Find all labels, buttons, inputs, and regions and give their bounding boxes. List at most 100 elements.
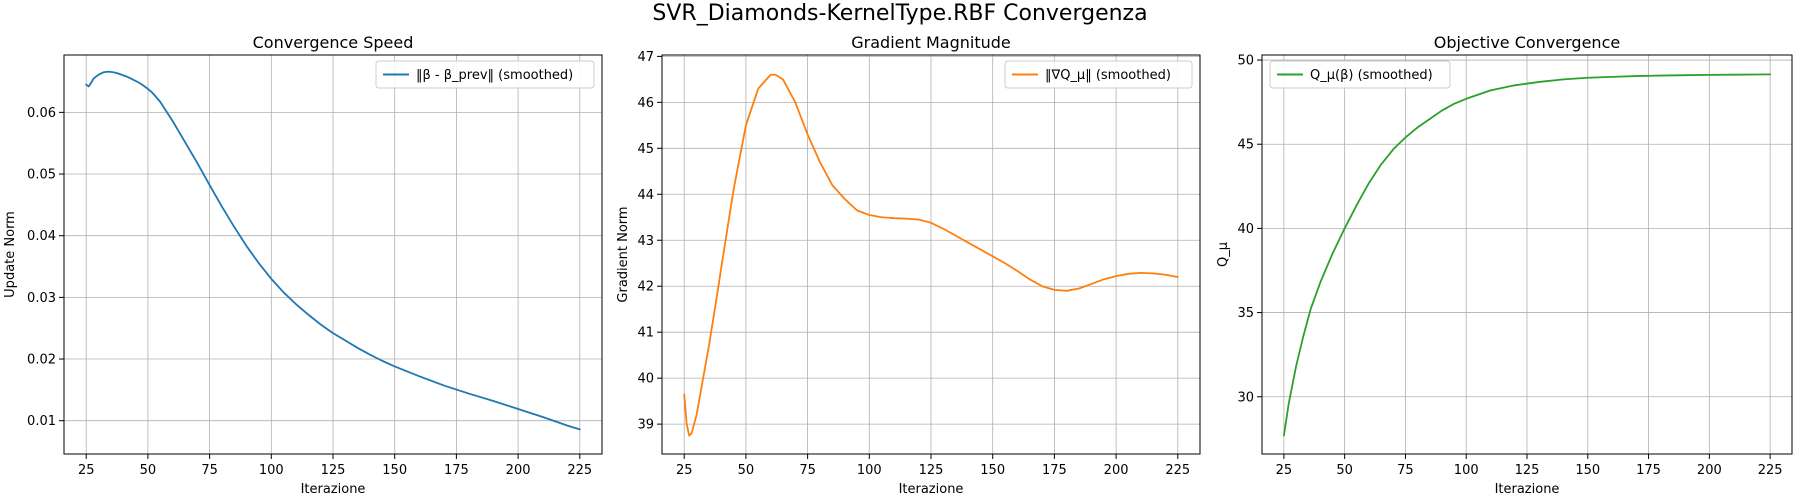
data-point <box>1152 273 1154 275</box>
x-tick-label: 175 <box>444 463 469 478</box>
data-point <box>258 263 260 265</box>
data-point <box>980 249 982 251</box>
legend-label: ‖∇Q_μ‖ (smoothed) <box>1045 68 1171 83</box>
data-point <box>1392 148 1394 150</box>
y-tick-label: 35 <box>1237 306 1254 321</box>
y-tick-label: 0.05 <box>27 168 56 183</box>
data-point <box>930 222 932 224</box>
data-point <box>1029 279 1031 281</box>
data-point <box>1283 435 1285 437</box>
data-point <box>1563 79 1565 81</box>
x-tick-label: 50 <box>1336 463 1353 478</box>
data-point <box>1405 137 1407 139</box>
legend-box <box>1269 60 1451 89</box>
y-axis-label: Update Norm <box>3 211 18 298</box>
data-point <box>775 74 777 76</box>
data-point <box>1078 288 1080 290</box>
data-point <box>1769 74 1771 76</box>
data-point <box>1514 85 1516 87</box>
x-tick-label: 100 <box>259 463 284 478</box>
data-point <box>906 218 908 220</box>
data-point <box>794 102 796 104</box>
data-point <box>831 184 833 186</box>
data-point <box>1684 74 1686 76</box>
data-point <box>1380 164 1382 166</box>
y-tick-label: 45 <box>637 142 654 157</box>
data-point <box>152 92 154 94</box>
y-tick-label: 50 <box>1237 54 1254 69</box>
data-point <box>345 340 347 342</box>
data-point <box>1636 75 1638 77</box>
y-tick-label: 40 <box>637 372 654 387</box>
data-point <box>1660 75 1662 77</box>
x-tick-label: 50 <box>140 463 157 478</box>
x-tick-label: 125 <box>1515 463 1540 478</box>
data-point <box>1733 74 1735 76</box>
x-tick-label: 200 <box>1104 463 1129 478</box>
data-point <box>1128 273 1130 275</box>
legend: ‖∇Q_μ‖ (smoothed) <box>1004 60 1193 89</box>
y-tick-label: 0.06 <box>27 106 56 121</box>
chart-title: Objective Convergence <box>1434 33 1620 52</box>
x-tick-label: 50 <box>738 463 755 478</box>
y-tick-label: 42 <box>637 280 654 295</box>
data-point <box>209 184 211 186</box>
data-point <box>308 314 310 316</box>
data-point <box>1441 110 1443 112</box>
data-point <box>468 393 470 395</box>
data-point <box>701 387 703 389</box>
data-point <box>1115 275 1117 277</box>
chart-title: Convergence Speed <box>253 33 414 52</box>
data-point <box>1417 127 1419 129</box>
data-point <box>1054 289 1056 291</box>
data-point <box>1041 285 1043 287</box>
data-point <box>357 347 359 349</box>
data-point <box>295 303 297 305</box>
data-point <box>893 217 895 219</box>
data-point <box>85 84 87 86</box>
x-axis-label: Iterazione <box>301 482 366 497</box>
data-point <box>691 433 693 435</box>
data-point <box>132 79 134 81</box>
x-tick-label: 25 <box>676 463 693 478</box>
data-point <box>1429 118 1431 120</box>
data-point <box>1344 228 1346 230</box>
data-point <box>93 78 95 80</box>
data-point <box>196 162 198 164</box>
y-tick-label: 0.03 <box>27 291 56 306</box>
y-tick-label: 47 <box>637 50 654 65</box>
series-line <box>683 73 1179 437</box>
data-point <box>1490 90 1492 92</box>
data-point <box>90 82 92 84</box>
data-point <box>992 256 994 258</box>
data-point <box>1288 403 1290 405</box>
x-tick-label: 75 <box>1397 463 1414 478</box>
data-point <box>147 88 149 90</box>
data-point <box>844 198 846 200</box>
data-point <box>113 71 115 73</box>
x-tick-label: 25 <box>78 463 95 478</box>
data-point <box>782 79 784 81</box>
data-point <box>715 299 717 301</box>
data-point <box>382 360 384 362</box>
data-point <box>567 425 569 427</box>
data-point <box>369 354 371 356</box>
data-point <box>1295 366 1297 368</box>
data-point <box>943 228 945 230</box>
data-point <box>283 292 285 294</box>
data-point <box>1103 279 1105 281</box>
data-point <box>1310 308 1312 310</box>
x-axis-label: Iterazione <box>1495 482 1560 497</box>
chart-panel-1: 25 50 75 100 125 150 175 200 225 0.01 0.02 0.03 0.04… <box>3 33 603 497</box>
data-point <box>1165 274 1167 276</box>
data-point <box>733 189 735 191</box>
data-point <box>103 71 105 73</box>
data-point <box>108 71 110 73</box>
y-tick-label: 0.04 <box>27 229 56 244</box>
x-tick-label: 75 <box>201 463 218 478</box>
x-tick-label: 125 <box>919 463 944 478</box>
x-tick-label: 150 <box>1575 463 1600 478</box>
data-point <box>1177 276 1179 278</box>
